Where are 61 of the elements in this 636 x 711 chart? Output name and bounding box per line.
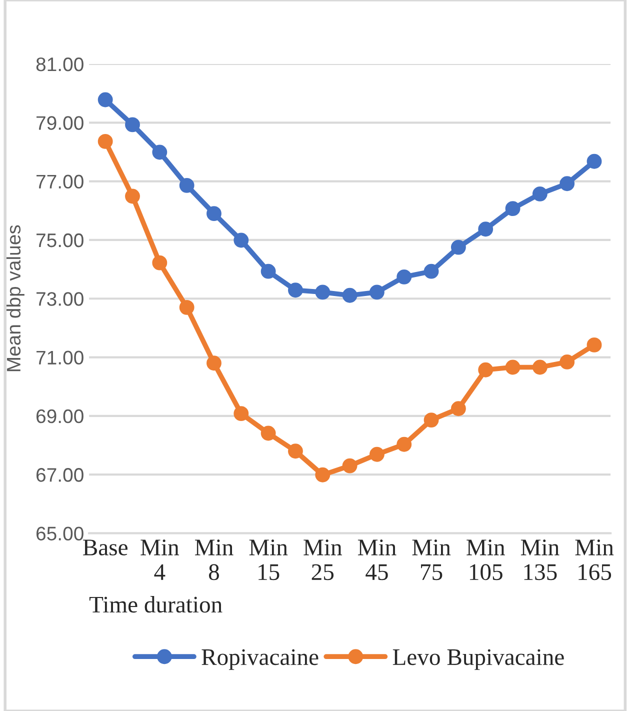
x-tick-label: Min 15 [249, 540, 288, 580]
point [505, 201, 520, 216]
point [260, 426, 276, 441]
point [370, 284, 384, 300]
y-axis-title: Mean dbp values [6, 225, 24, 372]
x-tick-label: Min 135 [520, 540, 560, 580]
y-tick-label: 79.00 [36, 116, 84, 130]
point [98, 134, 113, 149]
point [342, 288, 358, 303]
point [450, 401, 466, 416]
y-tick-label: 65.00 [36, 526, 84, 540]
point [586, 337, 602, 352]
point [505, 360, 520, 375]
point [396, 436, 412, 452]
point [370, 446, 384, 462]
point [206, 206, 222, 222]
point [152, 144, 168, 160]
point [560, 176, 575, 192]
point [424, 412, 439, 428]
y-tick-label: 71.00 [36, 350, 84, 365]
legend-label: Ropivacaine [202, 649, 318, 670]
point [288, 282, 303, 298]
y-tick-label: 67.00 [36, 468, 84, 482]
y-tick-label: 73.00 [36, 292, 84, 306]
point [478, 222, 494, 237]
point [125, 188, 140, 204]
point [98, 92, 113, 108]
x-axis-title: Time duration [89, 596, 222, 613]
point [234, 232, 249, 248]
point [288, 444, 303, 459]
point [532, 186, 548, 202]
point [179, 178, 194, 193]
x-tick-label: Min 75 [412, 540, 451, 580]
point [206, 356, 222, 371]
point [532, 360, 548, 375]
point [450, 240, 466, 255]
point [315, 284, 330, 300]
point [125, 117, 140, 132]
legend-label: Levo Bupivacaine [392, 649, 564, 670]
x-tick-label: Min 25 [304, 540, 342, 580]
y-tick-label: 69.00 [36, 409, 84, 424]
point [179, 300, 194, 315]
x-tick-label: Base [83, 540, 128, 556]
point [560, 354, 575, 370]
x-tick-label: Min 8 [194, 540, 234, 580]
point [478, 362, 494, 378]
x-tick-label: Min 165 [575, 540, 614, 580]
point [315, 467, 330, 482]
point [424, 264, 439, 279]
x-tick-label: Min 4 [140, 540, 179, 580]
y-tick-label: 75.00 [36, 233, 84, 248]
x-tick-label: Min 105 [466, 540, 505, 580]
y-tick-label: 81.00 [36, 57, 84, 72]
point [586, 154, 602, 169]
point [152, 255, 168, 270]
point [234, 406, 249, 422]
point [342, 458, 358, 474]
point [396, 269, 412, 284]
x-tick-label: Min 45 [358, 540, 396, 580]
point [260, 264, 276, 279]
y-tick-label: 77.00 [36, 174, 84, 189]
